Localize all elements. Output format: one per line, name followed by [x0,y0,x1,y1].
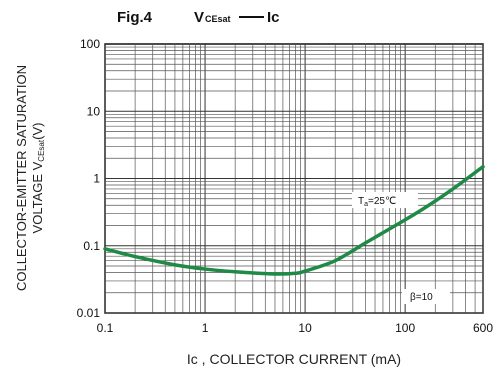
x-tick-labels: 0.1 1 10 100 600 [97,321,494,335]
chart-title-sub: CEsat [205,14,231,24]
x-tick-label: 100 [395,321,415,335]
chart-title-rest: Ic [267,9,280,26]
y-axis-title-line1: COLLECTOR-EMITTER SATURATION [14,65,29,291]
x-tick-label: 600 [473,321,493,335]
annotation-temperature-bg [352,192,418,208]
y-axis-title-line2: VOLTAGE VCEsat(V) [30,123,46,234]
grid [104,44,484,314]
annotation-beta: β=10 [402,289,450,304]
annotation-beta-bg [402,289,450,304]
annotation-beta-text: β=10 [410,292,433,303]
series-line [103,164,485,276]
y-tick-label: 100 [80,37,100,51]
x-tick-label: 0.1 [97,321,114,335]
y-tick-label: 0.1 [83,239,100,253]
y-tick-labels: 100 10 1 0.1 0.01 [77,37,101,320]
figure-label: Fig.4 [117,9,153,26]
x-tick-label: 10 [298,321,312,335]
annotation-temperature-text: Ta=25℃ [358,196,396,208]
chart-title: V CEsat Ic [194,9,280,26]
x-tick-label: 1 [202,321,209,335]
chart-title-main: V [194,9,204,26]
y-tick-label: 0.01 [77,306,101,320]
y-axis-title: COLLECTOR-EMITTER SATURATION VOLTAGE VCE… [14,65,46,291]
x-axis-title: Ic , COLLECTOR CURRENT (mA) [187,351,401,367]
series-layer [103,164,485,276]
y-tick-label: 10 [87,104,101,118]
y-tick-label: 1 [93,172,100,186]
annotation-temperature: Ta=25℃ [352,192,418,208]
